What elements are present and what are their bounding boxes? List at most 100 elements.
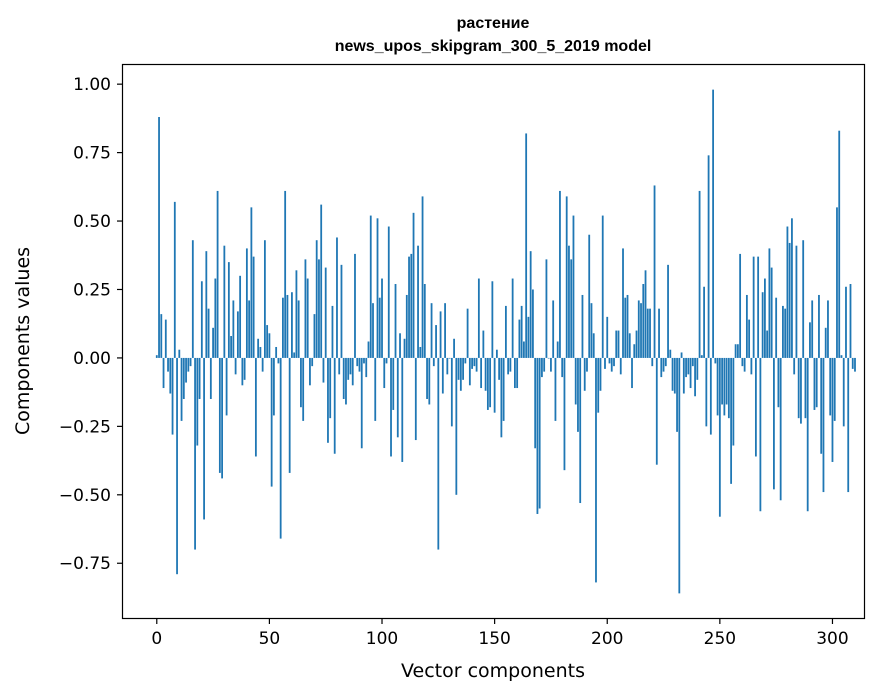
bar-component-119 bbox=[423, 284, 426, 358]
bar-component-164 bbox=[525, 133, 528, 358]
bar-component-310 bbox=[854, 357, 856, 372]
bar-component-242 bbox=[700, 355, 703, 358]
bar-component-98 bbox=[376, 218, 379, 358]
bar-component-125 bbox=[437, 357, 440, 550]
bar-component-57 bbox=[284, 190, 287, 358]
bar-component-267 bbox=[757, 256, 760, 358]
bar-component-40 bbox=[245, 248, 248, 358]
bar-component-86 bbox=[349, 357, 352, 375]
y-tick-label: 0.50 bbox=[73, 212, 111, 232]
bar-component-204 bbox=[615, 330, 618, 358]
bar-component-6 bbox=[169, 357, 172, 394]
bar-component-107 bbox=[396, 357, 399, 438]
bar-component-278 bbox=[782, 305, 784, 358]
bar-component-152 bbox=[498, 357, 501, 380]
bar-component-291 bbox=[811, 300, 814, 358]
bar-component-249 bbox=[716, 357, 719, 416]
bar-component-114 bbox=[412, 212, 415, 358]
bar-component-238 bbox=[691, 357, 694, 367]
bar-component-192 bbox=[588, 234, 591, 358]
bar-component-161 bbox=[518, 319, 521, 358]
bar-component-39 bbox=[243, 357, 246, 380]
bar-component-223 bbox=[658, 308, 660, 358]
bar-component-271 bbox=[766, 330, 769, 358]
bar-component-117 bbox=[419, 346, 422, 358]
bar-component-78 bbox=[331, 305, 334, 358]
bar-component-247 bbox=[712, 89, 714, 358]
bar-component-257 bbox=[734, 344, 737, 358]
bar-component-185 bbox=[572, 215, 575, 358]
bar-component-46 bbox=[259, 346, 262, 358]
bar-component-151 bbox=[495, 349, 498, 358]
bar-component-137 bbox=[464, 357, 467, 364]
bar-component-301 bbox=[833, 357, 836, 421]
bar-component-245 bbox=[707, 155, 710, 358]
bar-component-65 bbox=[302, 357, 305, 421]
bar-component-219 bbox=[649, 308, 651, 358]
bar-component-162 bbox=[520, 305, 523, 358]
bar-component-195 bbox=[595, 357, 597, 583]
bar-component-85 bbox=[347, 357, 350, 380]
bar-component-72 bbox=[318, 259, 320, 358]
bar-component-188 bbox=[579, 357, 582, 504]
bar-component-190 bbox=[583, 357, 586, 391]
bar-component-102 bbox=[385, 357, 388, 364]
bar-component-201 bbox=[608, 357, 611, 364]
bar-component-115 bbox=[414, 357, 417, 441]
bar-component-277 bbox=[779, 357, 782, 501]
bar-component-295 bbox=[820, 357, 823, 454]
bar-component-141 bbox=[473, 357, 476, 367]
bar-component-237 bbox=[689, 357, 692, 389]
bar-component-266 bbox=[754, 357, 757, 457]
bar-component-191 bbox=[586, 357, 588, 372]
bar-component-250 bbox=[718, 357, 721, 517]
bar-component-284 bbox=[795, 245, 798, 358]
bar-component-282 bbox=[791, 218, 793, 358]
bar-component-208 bbox=[624, 297, 627, 358]
bar-component-224 bbox=[660, 357, 663, 378]
bar-component-263 bbox=[748, 319, 751, 358]
bar-component-177 bbox=[554, 357, 557, 421]
bar-component-202 bbox=[610, 357, 613, 372]
bar-component-44 bbox=[254, 357, 257, 457]
bar-component-80 bbox=[336, 237, 338, 358]
bar-component-87 bbox=[351, 357, 354, 386]
bar-component-101 bbox=[383, 357, 386, 389]
bar-component-73 bbox=[320, 204, 323, 358]
bar-component-165 bbox=[527, 316, 530, 358]
bar-component-300 bbox=[831, 357, 834, 462]
bar-component-58 bbox=[286, 294, 289, 358]
bar-component-84 bbox=[345, 357, 347, 405]
y-tick-label: −0.50 bbox=[59, 486, 111, 506]
bar-component-45 bbox=[257, 338, 260, 358]
bar-component-265 bbox=[752, 256, 755, 358]
bar-component-273 bbox=[770, 267, 773, 358]
bar-component-140 bbox=[471, 357, 473, 369]
bar-component-236 bbox=[687, 357, 690, 375]
bar-component-94 bbox=[367, 341, 370, 358]
bar-component-218 bbox=[646, 308, 649, 358]
x-tick-label: 50 bbox=[259, 629, 281, 649]
y-axis-label: Components values bbox=[12, 247, 34, 435]
bar-component-283 bbox=[793, 357, 796, 375]
bar-component-97 bbox=[374, 357, 377, 421]
bar-component-106 bbox=[394, 284, 397, 358]
bar-component-127 bbox=[441, 357, 444, 394]
bar-component-287 bbox=[802, 240, 805, 358]
bar-component-91 bbox=[360, 357, 363, 449]
bars-group bbox=[155, 89, 856, 594]
bar-component-222 bbox=[655, 357, 658, 465]
bar-component-290 bbox=[809, 322, 811, 358]
bar-component-275 bbox=[775, 297, 778, 358]
bar-component-33 bbox=[230, 336, 233, 358]
bar-component-243 bbox=[703, 286, 705, 358]
bar-component-272 bbox=[768, 248, 771, 358]
bar-component-75 bbox=[324, 267, 327, 358]
bar-component-0 bbox=[155, 355, 158, 358]
bar-component-173 bbox=[545, 259, 548, 358]
bar-component-150 bbox=[493, 357, 496, 413]
bar-component-67 bbox=[306, 278, 309, 358]
bar-component-19 bbox=[198, 357, 201, 399]
bar-component-306 bbox=[845, 286, 847, 358]
bar-component-48 bbox=[263, 240, 266, 358]
